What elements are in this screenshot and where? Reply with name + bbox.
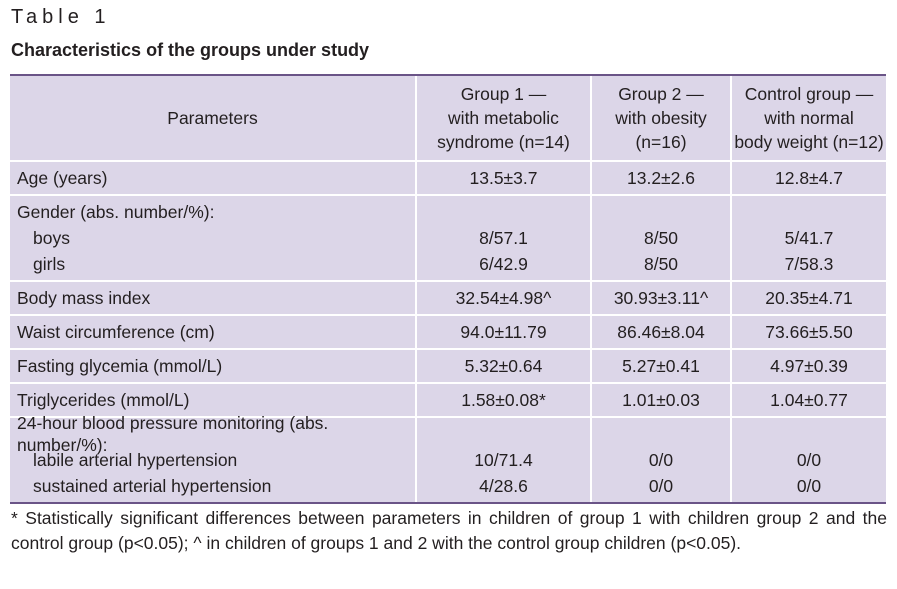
cell-control: 5/41.7 [784,228,834,248]
cell-group1: 5.32±0.64 [415,350,590,382]
table-label: Table 1 [11,6,111,28]
data-table: Parameters Group 1 — with metabolic synd… [10,74,886,504]
cell-group2: 0/0 [648,476,674,496]
row-sublabel-sustained: sustained arterial hypertension [33,476,272,496]
cell-group2: 8/50 [643,254,679,274]
cell-control: 12.8±4.7 [730,162,886,194]
cell-group1: 13.5±3.7 [415,162,590,194]
row-label: Triglycerides (mmol/L) [17,390,190,410]
cell-control: 20.35±4.71 [730,282,886,314]
cell-group1: 32.54±4.98^ [415,282,590,314]
cell-group1: 4/28.6 [479,476,528,496]
header-group2-line: with obesity [615,108,707,128]
row-sublabel-boys: boys [33,228,70,248]
table-row-triglycerides: Triglycerides (mmol/L) 1.58±0.08* 1.01±0… [10,384,886,418]
header-control: Control group — with normal body weight … [730,76,886,160]
header-group1-line: syndrome (n=14) [437,132,570,152]
cell-group2: 0/0 [648,450,674,470]
header-group2-line: (n=16) [635,132,687,152]
cell-control: 7/58.3 [784,254,834,274]
table-row-bmi: Body mass index 32.54±4.98^ 30.93±3.11^ … [10,282,886,316]
header-group1-line: Group 1 — [460,84,547,104]
cell-group1: 6/42.9 [479,254,528,274]
table-row-waist: Waist circumference (cm) 94.0±11.79 86.4… [10,316,886,350]
table-caption: Characteristics of the groups under stud… [11,40,370,60]
header-group2: Group 2 — with obesity (n=16) [590,76,730,160]
table-row-age: Age (years) 13.5±3.7 13.2±2.6 12.8±4.7 [10,162,886,196]
row-sublabel-labile: labile arterial hypertension [33,450,238,470]
cell-control: 73.66±5.50 [730,316,886,348]
cell-group1: 1.58±0.08* [415,384,590,416]
row-label: Fasting glycemia (mmol/L) [17,356,223,376]
cell-group1: 10/71.4 [474,450,533,470]
cell-group2: 5.27±0.41 [590,350,730,382]
row-sublabel-girls: girls [33,254,66,274]
row-label: Waist circumference (cm) [17,322,215,342]
cell-group2: 13.2±2.6 [590,162,730,194]
cell-control: 0/0 [796,450,822,470]
cell-control: 0/0 [796,476,822,496]
cell-group2: 1.01±0.03 [590,384,730,416]
table-row-glycemia: Fasting glycemia (mmol/L) 5.32±0.64 5.27… [10,350,886,384]
row-label: 24-hour blood pressure monitoring (abs. … [17,413,329,455]
table-header-row: Parameters Group 1 — with metabolic synd… [10,76,886,162]
table-row-gender: Gender (abs. number/%): boys girls 8/57.… [10,196,886,282]
cell-group2: 8/50 [643,228,679,248]
header-group2-line: Group 2 — [618,84,704,104]
cell-control: 4.97±0.39 [730,350,886,382]
cell-group2: 30.93±3.11^ [590,282,730,314]
header-group1-line: with metabolic [448,108,559,128]
header-group1: Group 1 — with metabolic syndrome (n=14) [415,76,590,160]
header-control-line: with normal [764,108,854,128]
cell-group2: 86.46±8.04 [590,316,730,348]
cell-group1: 8/57.1 [479,228,528,248]
table-footnote: * Statistically significant differences … [11,508,887,553]
row-label: Age (years) [17,168,108,188]
cell-group1: 94.0±11.79 [415,316,590,348]
header-control-line: body weight (n=12) [734,132,884,152]
row-label: Gender (abs. number/%): [17,202,215,222]
cell-control: 1.04±0.77 [730,384,886,416]
header-parameters: Parameters [167,108,258,128]
header-control-line: Control group — [744,84,874,104]
table-row-blood-pressure: 24-hour blood pressure monitoring (abs. … [10,413,886,502]
row-label: Body mass index [17,288,151,308]
